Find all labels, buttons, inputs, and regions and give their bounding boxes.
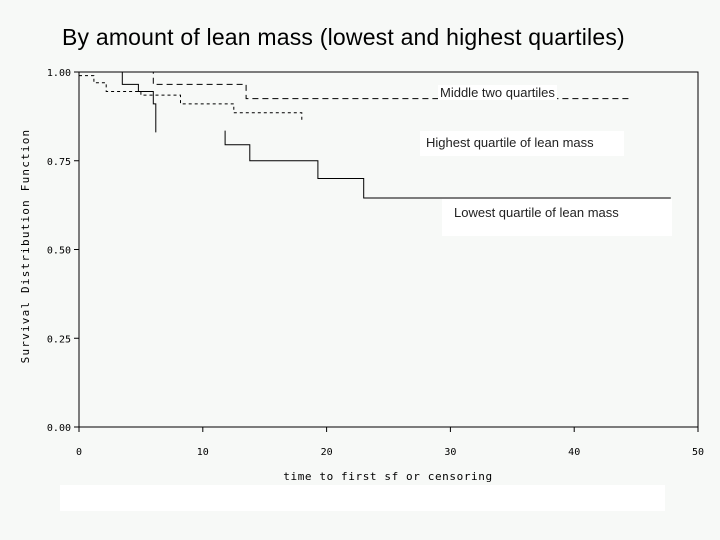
y-tick-label: 1.00	[47, 68, 71, 79]
y-tick-label: 0.25	[47, 334, 71, 345]
plot-frame	[78, 71, 699, 428]
y-tick-label: 0.50	[47, 246, 71, 257]
y-tick-label: 0.75	[47, 157, 71, 168]
label-lowest-quartile: Lowest quartile of lean mass	[442, 199, 672, 236]
x-tick-label: 0	[76, 447, 82, 458]
x-tick-label: 30	[444, 447, 456, 458]
x-axis-label: time to first sf or censoring	[283, 470, 492, 483]
x-tick-label: 50	[692, 447, 704, 458]
x-tick-label: 10	[197, 447, 209, 458]
label-middle-quartiles-text: Middle two quartiles	[438, 85, 557, 100]
series-line-dashed-0	[79, 71, 630, 100]
x-tick-label: 40	[568, 447, 580, 458]
series-line-dotted-1	[79, 75, 303, 120]
x-tick-label: 20	[321, 447, 333, 458]
chart-title: By amount of lean mass (lowest and highe…	[62, 24, 625, 50]
label-highest-quartile-text: Highest quartile of lean mass	[426, 135, 594, 150]
y-tick-label: 0.00	[47, 423, 71, 434]
label-lowest-quartile-text: Lowest quartile of lean mass	[454, 205, 619, 220]
label-middle-quartiles: Middle two quartiles	[432, 78, 634, 102]
series-line-solid-3	[224, 130, 671, 199]
y-axis-label: Survival Distribution Function	[19, 129, 32, 364]
label-highest-quartile: Highest quartile of lean mass	[420, 131, 624, 156]
series-line-solid-2	[79, 71, 157, 133]
footer-bar	[60, 485, 665, 511]
